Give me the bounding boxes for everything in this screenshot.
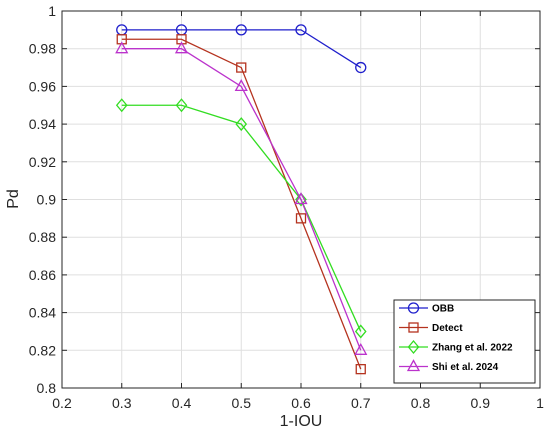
y-tick-label: 0.86 — [29, 267, 56, 283]
legend-marker — [408, 322, 419, 333]
data-point-marker — [234, 79, 248, 92]
legend: OBB Detect Zhang et al. 2022 Shi et al. 202… — [393, 299, 536, 384]
x-tick-label: 0.6 — [291, 395, 311, 411]
legend-label: Shi et al. 2024 — [432, 362, 499, 373]
x-tick-label: 0.9 — [471, 395, 491, 411]
data-series — [115, 24, 368, 375]
y-tick-label: 0.82 — [29, 342, 56, 358]
data-point-marker — [115, 98, 128, 113]
series-line — [121, 29, 362, 69]
legend-label: Zhang et al. 2022 — [432, 343, 513, 354]
series-line — [121, 104, 362, 332]
legend-label: Detect — [432, 323, 463, 334]
series-zhang-et-al-2022 — [115, 98, 367, 339]
x-tick-label: 1 — [536, 395, 544, 411]
x-tick-label: 0.2 — [52, 395, 72, 411]
legend-entry: OBB — [399, 302, 454, 315]
y-tick-label: 0.98 — [29, 41, 56, 57]
x-tick-label: 0.5 — [232, 395, 252, 411]
data-point-marker — [235, 24, 247, 36]
legend-box — [393, 299, 536, 384]
data-point-marker — [115, 41, 129, 54]
data-point-marker — [354, 342, 368, 355]
x-axis-label: 1-IOU — [280, 413, 323, 430]
data-point-marker — [236, 62, 247, 73]
x-tick-label: 0.4 — [172, 395, 192, 411]
axes-box — [61, 10, 541, 389]
data-point-marker — [175, 98, 188, 113]
series-shi-et-al-2024 — [115, 41, 368, 355]
x-tick-label: 0.3 — [112, 395, 132, 411]
data-point-marker — [355, 363, 366, 375]
y-tick-label: 0.84 — [29, 305, 56, 321]
y-tick-label: 1 — [48, 3, 56, 19]
y-axis-label: Pd — [5, 189, 22, 209]
legend-label: OBB — [432, 304, 454, 315]
legend-entry: Zhang et al. 2022 — [399, 339, 513, 355]
data-point-marker — [235, 117, 248, 132]
series-line — [121, 38, 362, 370]
data-point-marker — [294, 192, 308, 205]
data-point-marker — [354, 324, 367, 339]
y-tick-label: 0.92 — [29, 154, 56, 170]
y-tick-label: 0.8 — [37, 380, 57, 396]
data-point-marker — [295, 192, 307, 207]
x-tick-labels: 0.2 0.3 0.4 0.5 0.6 0.7 0.8 0.9 1 — [52, 395, 544, 411]
data-point-marker — [295, 24, 307, 36]
y-tick-label: 0.96 — [29, 78, 56, 94]
y-tick-label: 0.88 — [29, 229, 56, 245]
x-tick-label: 0.8 — [411, 395, 431, 411]
legend-marker — [407, 339, 420, 355]
y-tick-label: 0.9 — [37, 192, 57, 208]
legend-entry: Detect — [399, 322, 463, 334]
x-tick-label: 0.7 — [351, 395, 371, 411]
y-tick-labels: 0.8 0.82 0.84 0.86 0.88 0.9 0.92 0.94 0.96 0.98 1 — [29, 3, 56, 396]
legend-entry: Shi et al. 2024 — [399, 359, 499, 373]
data-point-marker — [295, 213, 307, 224]
y-tick-label: 0.94 — [29, 116, 56, 132]
legend-marker — [406, 359, 421, 372]
series-line — [121, 48, 362, 351]
legend-marker — [407, 302, 420, 314]
data-point-marker — [355, 61, 367, 74]
data-point-marker — [174, 41, 189, 54]
